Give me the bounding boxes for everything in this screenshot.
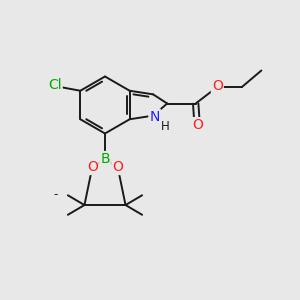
Text: O: O [112, 160, 123, 174]
Text: N: N [149, 110, 160, 124]
Text: B: B [100, 152, 110, 166]
Text: Cl: Cl [48, 78, 61, 92]
Text: -: - [53, 188, 58, 201]
Text: O: O [212, 79, 223, 92]
Text: O: O [87, 160, 98, 174]
Text: H: H [161, 120, 170, 133]
Text: O: O [192, 118, 203, 132]
